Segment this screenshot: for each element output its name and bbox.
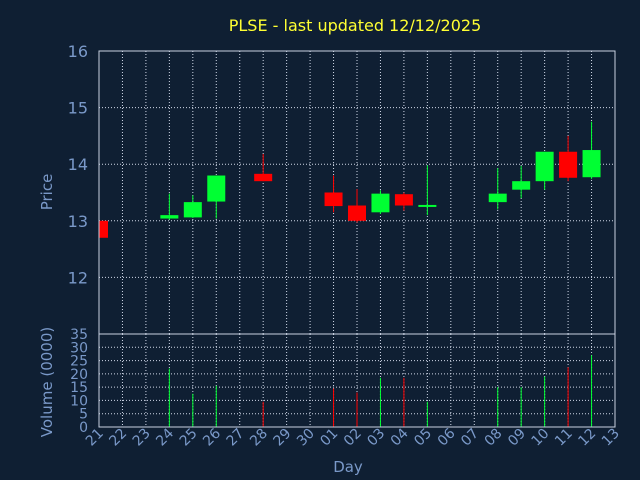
x-axis-label: Day [333, 458, 363, 476]
volume-tick-label: 30 [70, 340, 88, 356]
axes [98, 50, 616, 428]
candle-body [207, 175, 226, 202]
volume-tick-label: 0 [79, 420, 88, 436]
price-tick-label: 15 [68, 99, 88, 118]
candle-body [582, 150, 601, 178]
candle-10 [535, 151, 554, 190]
volume-axis-label: Volume (0000) [38, 327, 56, 437]
candle-body [99, 220, 108, 238]
candle-04 [394, 192, 413, 211]
candle-body [348, 205, 366, 221]
candle-28 [254, 154, 273, 182]
candle-body [254, 173, 273, 182]
candle-body [418, 204, 437, 207]
volume-bars [168, 355, 593, 427]
price-tick-label: 16 [68, 42, 88, 61]
volume-tick-label: 20 [70, 367, 88, 383]
candle-body [324, 192, 343, 207]
volume-tick-label: 5 [79, 407, 88, 423]
candle-12 [582, 121, 601, 179]
volume-tick-label: 35 [70, 327, 88, 343]
volume-tick-label: 10 [70, 393, 88, 409]
candle-body [160, 215, 179, 219]
volume-panel-frame [98, 333, 616, 428]
price-tick-label: 14 [68, 155, 88, 174]
candle-05 [418, 165, 437, 216]
volume-tick-label: 15 [70, 380, 88, 396]
candle-body [559, 151, 578, 178]
candle-03 [371, 190, 390, 215]
candle-21 [98, 220, 108, 238]
candle-body [183, 202, 202, 218]
candle-24 [160, 193, 179, 220]
candle-body [371, 193, 390, 213]
candle-25 [183, 195, 202, 218]
chart-title: PLSE - last updated 12/12/2025 [229, 16, 482, 35]
candle-11 [559, 135, 578, 182]
candle-body [488, 193, 507, 203]
candle-body [535, 151, 554, 182]
candle-02 [348, 189, 366, 223]
volume-tick-label: 25 [70, 354, 88, 370]
candle-body [512, 181, 531, 190]
candle-body [394, 194, 413, 206]
candles [98, 121, 601, 238]
price-tick-label: 13 [68, 212, 88, 231]
candle-26 [207, 175, 226, 219]
price-axis-label: Price [38, 174, 56, 211]
candle-09 [512, 165, 531, 199]
candle-01 [324, 175, 343, 213]
price-tick-label: 12 [68, 268, 88, 287]
candle-08 [488, 168, 507, 210]
